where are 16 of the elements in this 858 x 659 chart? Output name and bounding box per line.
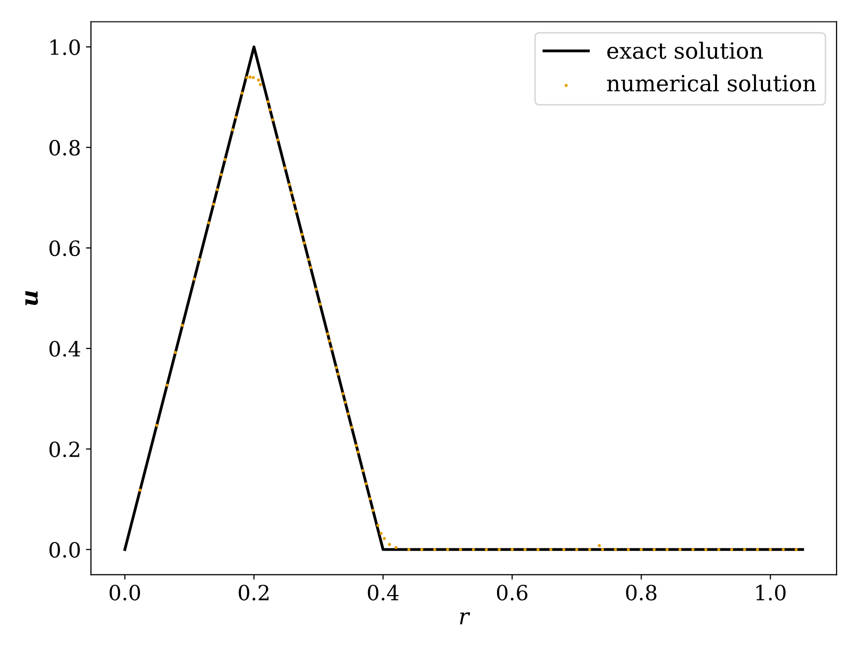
y-tick-label: 0.2 [49,441,80,458]
x-tick-label: 1.0 [756,584,786,600]
x-tick-label: 0.8 [626,584,656,600]
y-tick-label: 0.4 [49,340,80,357]
legend-label: exact solution [607,42,763,59]
x-tick-label: 0.0 [110,584,140,600]
y-axis-title: u [25,290,38,306]
x-axis-title: r [460,612,470,624]
y-tick-label: 0.8 [49,140,80,156]
y-tick-label: 0.0 [49,542,80,558]
x-tick-label: 0.6 [496,584,528,600]
y-tick-label: 0.6 [49,240,80,256]
legend-label: numerical solution [606,74,816,92]
x-tick-label: 0.2 [238,584,268,600]
x-tick-label: 0.4 [368,584,399,600]
y-tick-label: 1.0 [50,39,80,56]
